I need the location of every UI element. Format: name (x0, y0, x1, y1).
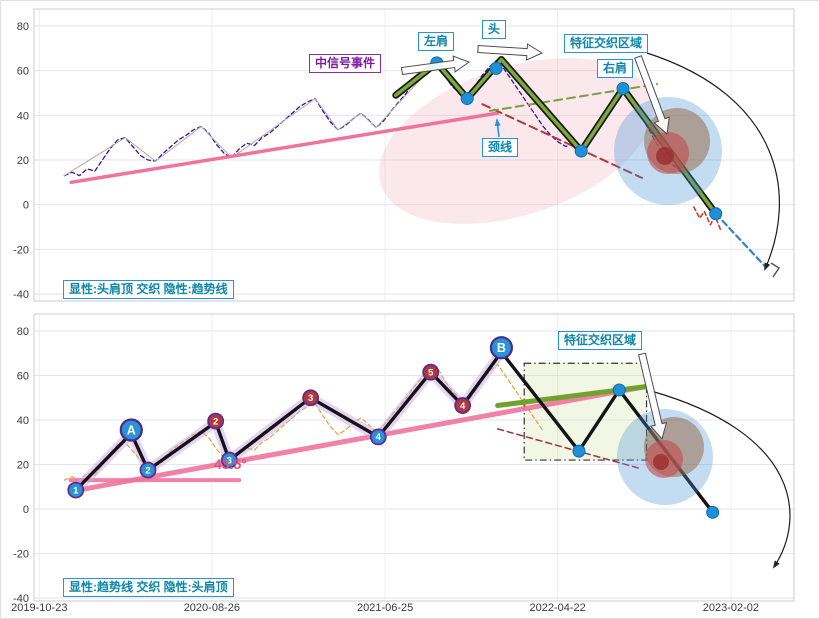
label-head: 头 (482, 20, 507, 39)
svg-text:A: A (127, 423, 136, 437)
wave-marker-1: 1 (67, 481, 85, 499)
top-caption: 显性:头肩顶 交织 隐性:趋势线 (63, 280, 234, 299)
y-tick-label: 40 (17, 110, 29, 122)
wave-marker-A: A (119, 418, 143, 442)
pivot-dot (709, 207, 723, 221)
svg-text:3: 3 (227, 455, 232, 466)
y-tick-label: 20 (17, 155, 29, 167)
y-tick-label: 80 (17, 21, 29, 33)
pivot-dot (460, 92, 474, 106)
svg-text:1: 1 (73, 485, 79, 496)
projection-curve-arrow (650, 390, 791, 569)
wave-marker-4: 4 (454, 397, 472, 414)
svg-text:2: 2 (213, 416, 218, 427)
panel-1-grid: 80 60 40 20 0 -20 -40 (13, 313, 795, 605)
pivot-dot (616, 82, 630, 96)
svg-text:2: 2 (145, 465, 150, 476)
series-trend-line (69, 111, 500, 185)
wave-marker-4: 4 (369, 428, 387, 446)
y-tick-label: 60 (17, 371, 29, 383)
wave-marker-3: 3 (220, 451, 238, 469)
block-arrow (400, 55, 471, 76)
y-tick-label: 0 (23, 504, 29, 516)
x-tick-label: 2019-10-23 (11, 602, 67, 614)
panel-1-frame (33, 313, 795, 602)
svg-text:B: B (497, 341, 506, 355)
label-feature-zone-top: 特征交织区域 (564, 34, 649, 53)
pivot-dot (489, 61, 503, 75)
feature-zone-rect (523, 362, 648, 461)
pivot-dot (612, 383, 626, 397)
label-neckline: 颈线 (482, 138, 519, 157)
y-tick-label: 0 (23, 200, 29, 212)
wave-marker-5: 5 (422, 363, 440, 381)
pivot-dot (706, 505, 720, 519)
series-neckline-extension (481, 103, 643, 179)
y-tick-label: 80 (17, 326, 29, 338)
panel-top (63, 43, 781, 278)
y-tick-label: -20 (13, 244, 29, 256)
series-pivot-zigzag (63, 61, 438, 177)
label-signal-event: 中信号事件 (309, 54, 382, 73)
label-left-shoulder: 左肩 (418, 32, 455, 51)
svg-text:5: 5 (428, 367, 434, 378)
label-feature-zone-bottom: 特征交织区域 (558, 331, 643, 350)
pivot-dot (572, 444, 586, 458)
bottom-caption: 显性:趋势线 交织 隐性:头肩顶 (63, 578, 234, 597)
y-tick-label: 20 (17, 460, 29, 472)
y-tick-label: 40 (17, 415, 29, 427)
label-right-shoulder: 右肩 (597, 59, 634, 78)
svg-text:4: 4 (376, 432, 382, 443)
x-tick-label: 2022-04-22 (529, 602, 585, 614)
series-trend-line (69, 384, 649, 494)
series-rising-guide (489, 83, 659, 112)
panel-bottom: 1 A 2 2 3 3 4 5 4 B 43.5° (63, 336, 791, 569)
block-arrow (634, 55, 670, 135)
y-tick-label: -20 (13, 549, 29, 561)
wave-marker-2: 2 (139, 461, 157, 479)
x-tick-label: 2023-02-02 (703, 602, 759, 614)
target-ring-3 (653, 454, 669, 470)
pivot-dot (574, 144, 588, 158)
target-ring-3 (656, 147, 674, 165)
neckline-pointer-arrow (494, 118, 501, 138)
block-arrow (637, 352, 668, 441)
projection-curve-arrow (646, 52, 780, 271)
panel-0-frame (33, 8, 795, 302)
series-forecast (714, 212, 768, 269)
y-tick-label: -40 (13, 289, 29, 301)
y-tick-label: -40 (13, 593, 29, 605)
wave-marker-2: 2 (207, 412, 225, 430)
series-breakdown-red (692, 206, 722, 230)
x-tick-label: 2021-06-25 (357, 602, 413, 614)
svg-text:4: 4 (460, 401, 466, 412)
x-tick-label: 2020-08-26 (184, 602, 240, 614)
wave-marker-3: 3 (302, 389, 320, 407)
series-hidden-neckline (496, 428, 643, 470)
angle-label: 43.5° (214, 456, 247, 472)
wave-marker-B: B (489, 336, 513, 360)
y-tick-label: 60 (17, 66, 29, 78)
block-arrow (477, 43, 544, 61)
svg-text:3: 3 (308, 393, 313, 404)
forecast-bracket (770, 262, 781, 278)
